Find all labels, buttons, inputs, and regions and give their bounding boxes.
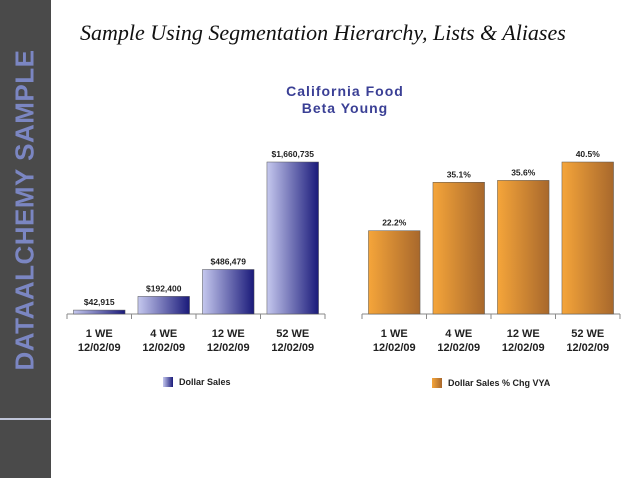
legend-dollar-sales: Dollar Sales xyxy=(163,377,231,387)
data-label: 22.2% xyxy=(382,218,407,228)
bar xyxy=(432,182,485,315)
bar xyxy=(137,296,190,315)
dollar-sales-chg-chart: 22.2% 1 WE 12/02/09 35.1% 4 WE 12/02/09 35.6% 1… xyxy=(361,149,621,354)
dollar-sales-chart: $42,915 1 WE 12/02/09 $192,400 4 WE 12/02/09 $… xyxy=(66,149,326,354)
category-tick-label: 12 WE xyxy=(507,328,540,340)
legend-swatch-orange xyxy=(432,378,442,388)
chart-title: California Food xyxy=(286,83,404,99)
category-tick-label: 12/02/09 xyxy=(437,342,480,354)
bar xyxy=(497,180,550,315)
data-label: 35.6% xyxy=(511,167,536,177)
category-tick-label: 1 WE xyxy=(381,328,408,340)
bar xyxy=(368,230,421,315)
legend-dollar-sales-chg: Dollar Sales % Chg VYA xyxy=(432,378,550,388)
category-tick-label: 12/02/09 xyxy=(142,342,185,354)
data-label: 35.1% xyxy=(447,169,472,179)
category-tick-label: 4 WE xyxy=(445,328,472,340)
category-tick-label: 12/02/09 xyxy=(566,342,609,354)
bar xyxy=(561,161,614,315)
sidebar-divider xyxy=(0,418,51,420)
chart-subtitle: Beta Young xyxy=(301,100,389,116)
data-label: $42,915 xyxy=(84,297,115,307)
category-tick-label: 12/02/09 xyxy=(271,342,314,354)
category-tick-label: 12/02/09 xyxy=(502,342,545,354)
legend-swatch-blue xyxy=(163,377,173,387)
legend-label: Dollar Sales % Chg VYA xyxy=(448,378,551,388)
data-label: $1,660,735 xyxy=(271,149,314,159)
category-tick-label: 12/02/09 xyxy=(78,342,121,354)
category-tick-label: 12 WE xyxy=(212,328,245,340)
category-tick-label: 4 WE xyxy=(150,328,177,340)
bar xyxy=(73,309,126,315)
category-tick-label: 52 WE xyxy=(276,328,309,340)
sidebar: DATAALCHEMY SAMPLE xyxy=(0,0,51,478)
category-tick-label: 12/02/09 xyxy=(373,342,416,354)
bar xyxy=(202,269,255,315)
page-title: Sample Using Segmentation Hierarchy, Lis… xyxy=(80,20,566,45)
category-tick-label: 1 WE xyxy=(86,328,113,340)
category-tick-label: 12/02/09 xyxy=(207,342,250,354)
data-label: $486,479 xyxy=(211,256,247,266)
bar xyxy=(266,161,319,315)
category-tick-label: 52 WE xyxy=(571,328,604,340)
data-label: $192,400 xyxy=(146,283,182,293)
data-label: 40.5% xyxy=(576,149,601,159)
legend-label: Dollar Sales xyxy=(179,377,231,387)
